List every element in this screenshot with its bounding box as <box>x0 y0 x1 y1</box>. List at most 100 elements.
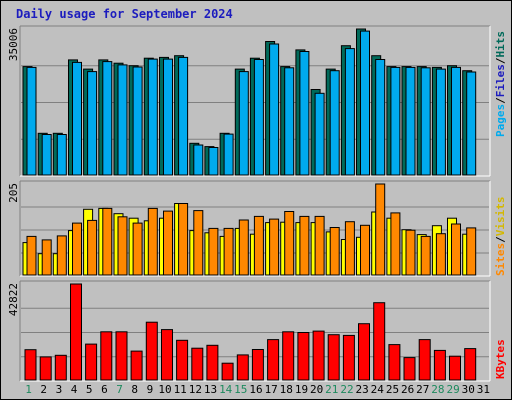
legend-hits-files: Pages/Files/Hits <box>494 31 507 137</box>
sites_visits-bar-sites <box>360 224 370 276</box>
hits_files-bar-files <box>314 92 325 176</box>
hits_files-bar-files <box>193 144 204 176</box>
hits_files-bar-files <box>132 66 143 176</box>
hits_files-bar-files <box>451 66 461 176</box>
day-label: 11 <box>174 383 187 396</box>
hits_files-bar-files <box>299 51 310 176</box>
kbytes-bar-kbytes <box>85 343 98 381</box>
kbytes-bar-kbytes <box>176 339 189 381</box>
kbytes-bar-kbytes <box>282 331 295 381</box>
hits_files-bar-files <box>26 66 37 176</box>
sites_visits-bar-sites <box>41 239 52 276</box>
chart-title: Daily usage for September 2024 <box>16 7 233 21</box>
legend-hits-files-part: / <box>494 57 507 64</box>
sites_visits-bar-sites <box>163 210 173 276</box>
sites_visits-bar-sites <box>390 212 401 276</box>
day-label: 15 <box>234 383 247 396</box>
day-label: 28 <box>431 383 444 396</box>
kbytes-bar-kbytes <box>267 339 280 381</box>
hits_files-bar-files <box>41 134 52 176</box>
kbytes-bar-kbytes <box>358 323 370 381</box>
sites_visits-bar-sites <box>193 210 204 276</box>
hits_files-bar-files <box>344 48 355 176</box>
hits_files-bar-files <box>223 133 234 176</box>
hits_files-bar-files <box>56 134 67 176</box>
kbytes-bar-kbytes <box>418 339 431 381</box>
day-label: 16 <box>249 383 262 396</box>
kbytes-bar-kbytes <box>161 329 173 381</box>
day-label: 2 <box>40 383 47 396</box>
hits_files-bar-files <box>102 61 113 176</box>
kbytes-bar-kbytes <box>130 350 143 381</box>
sites_visits-bar-sites <box>253 215 264 276</box>
hits_files-bar-files <box>72 61 82 176</box>
kbytes-bar-kbytes <box>342 334 355 381</box>
sites_visits-bar-sites <box>56 235 67 276</box>
day-label: 7 <box>116 383 123 396</box>
hits_files-bar-files <box>208 147 219 176</box>
kbytes-bar-kbytes <box>403 357 416 381</box>
kbytes-bar-kbytes <box>433 349 446 381</box>
day-label: 13 <box>204 383 217 396</box>
hits_files-bar-files <box>253 59 264 176</box>
hits_files-bar-files <box>163 58 173 176</box>
kbytes-bar-kbytes <box>54 354 67 381</box>
legend-sites-visits-part: Sites <box>494 243 507 276</box>
legend-sites-visits-part: Visits <box>494 197 507 237</box>
legend-sites-visits-part: / <box>494 236 507 243</box>
day-label: 24 <box>371 383 385 396</box>
kbytes-bar-kbytes <box>327 334 340 381</box>
day-label: 8 <box>131 383 138 396</box>
kbytes-bar-kbytes <box>388 344 401 381</box>
sites_visits-bar-sites <box>178 203 189 276</box>
hits_files-bar-files <box>420 67 431 176</box>
kbytes-bar-kbytes <box>373 302 386 381</box>
hits_files-bar-files <box>360 30 370 176</box>
sites_visits-bar-sites <box>314 215 325 276</box>
sites_visits-bar-sites <box>284 211 295 276</box>
day-label: 4 <box>71 383 78 396</box>
day-label: 25 <box>386 383 399 396</box>
day-label: 26 <box>401 383 414 396</box>
sites_visits-bar-sites <box>72 222 82 276</box>
sites_visits-bar-sites <box>117 216 128 276</box>
hits_files-bar-files <box>375 59 386 176</box>
sites_visits-bar-sites <box>344 221 355 276</box>
day-label: 14 <box>219 383 233 396</box>
sites_visits-bar-sites <box>102 207 113 276</box>
kbytes-bar-kbytes <box>100 331 113 381</box>
day-label: 10 <box>158 383 171 396</box>
hits_files-bar-files <box>269 43 280 176</box>
sites_visits-bar-sites <box>375 183 386 276</box>
kbytes-bar-kbytes <box>191 347 204 381</box>
day-label: 23 <box>355 383 368 396</box>
hits_files-bar-files <box>390 66 401 176</box>
hits_files-bar-files <box>405 66 416 176</box>
kbytes-bar-kbytes <box>236 354 249 381</box>
hits_files-bar-files <box>87 71 98 176</box>
kbytes-bar-kbytes <box>115 331 128 381</box>
hits_files-bar-files <box>238 71 249 176</box>
kbytes-max-label: 42822 <box>7 283 20 316</box>
day-label: 3 <box>56 383 63 396</box>
sites_visits-bar-sites <box>147 207 158 276</box>
day-label: 12 <box>189 383 202 396</box>
sites_visits-bar-sites <box>435 233 446 276</box>
hits_files-max-label: 35006 <box>7 28 20 61</box>
hits_files-bar-files <box>147 58 158 176</box>
hits_files-bar-files <box>466 71 477 176</box>
sites_visits-bar-sites <box>132 222 143 276</box>
sites_visits-bar-sites <box>329 227 340 276</box>
hits_files-bar-files <box>117 64 128 176</box>
kbytes-bar-kbytes <box>70 283 82 381</box>
kbytes-bar-kbytes <box>221 362 234 381</box>
day-label: 22 <box>340 383 353 396</box>
legend-kbytes-part: KBytes <box>494 339 507 379</box>
kbytes-bar-kbytes <box>145 321 158 381</box>
sites_visits-bar-sites <box>420 235 431 276</box>
day-label: 18 <box>280 383 293 396</box>
kbytes-bar-kbytes <box>39 356 52 381</box>
sites_visits-bar-sites <box>405 229 416 276</box>
